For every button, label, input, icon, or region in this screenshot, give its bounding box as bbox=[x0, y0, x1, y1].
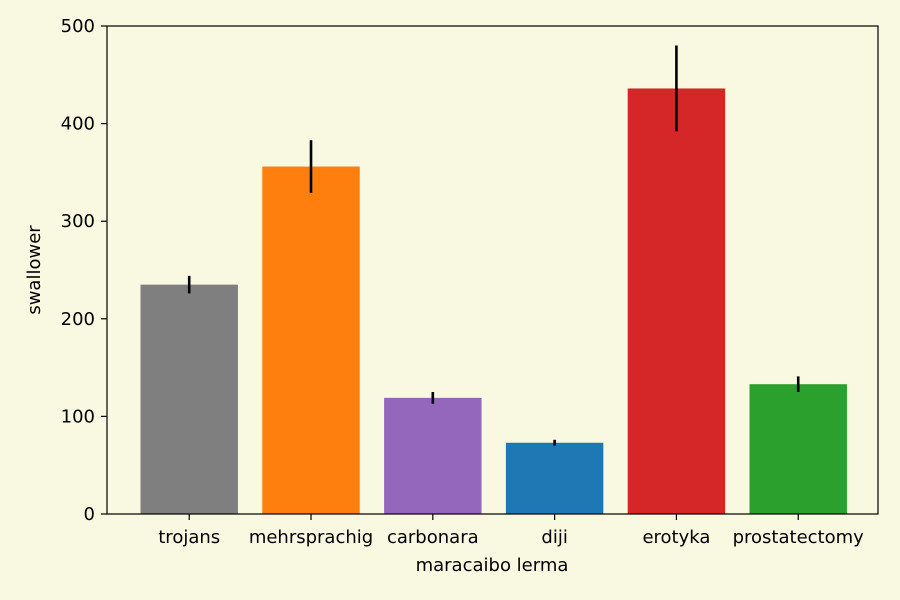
error-bars-group bbox=[187, 45, 800, 446]
plot-frame bbox=[106, 25, 879, 515]
x-tick-label: mehrsprachig bbox=[249, 527, 373, 548]
bars-group bbox=[140, 88, 847, 515]
y-axis-ticks: 0 100 200 300 400 500 bbox=[61, 16, 107, 525]
y-tick-label: 300 bbox=[61, 211, 95, 232]
bar-mehrsprachig bbox=[262, 166, 360, 514]
x-tick-label: diji bbox=[541, 527, 567, 548]
x-axis-label: maracaibo lerma bbox=[416, 555, 569, 576]
x-tick-label: trojans bbox=[158, 527, 220, 548]
bar-diji bbox=[505, 442, 604, 514]
x-tick-label: prostatectomy bbox=[733, 527, 865, 548]
y-tick-label: 0 bbox=[84, 504, 95, 525]
y-tick-label: 100 bbox=[61, 406, 95, 427]
bar-erotyka bbox=[627, 88, 726, 515]
y-tick-label: 200 bbox=[61, 309, 95, 330]
y-tick-label: 400 bbox=[61, 114, 95, 135]
bar-trojans bbox=[140, 284, 238, 514]
bar-carbonara bbox=[384, 397, 482, 514]
x-tick-label: erotyka bbox=[642, 527, 710, 548]
x-axis-ticks: trojans mehrsprachig carbonara diji erotyka p… bbox=[158, 514, 864, 548]
y-axis-label: swallower bbox=[24, 225, 45, 315]
bar-prostatectomy bbox=[749, 384, 847, 514]
y-tick-label: 500 bbox=[61, 16, 95, 37]
x-tick-label: carbonara bbox=[387, 527, 479, 548]
